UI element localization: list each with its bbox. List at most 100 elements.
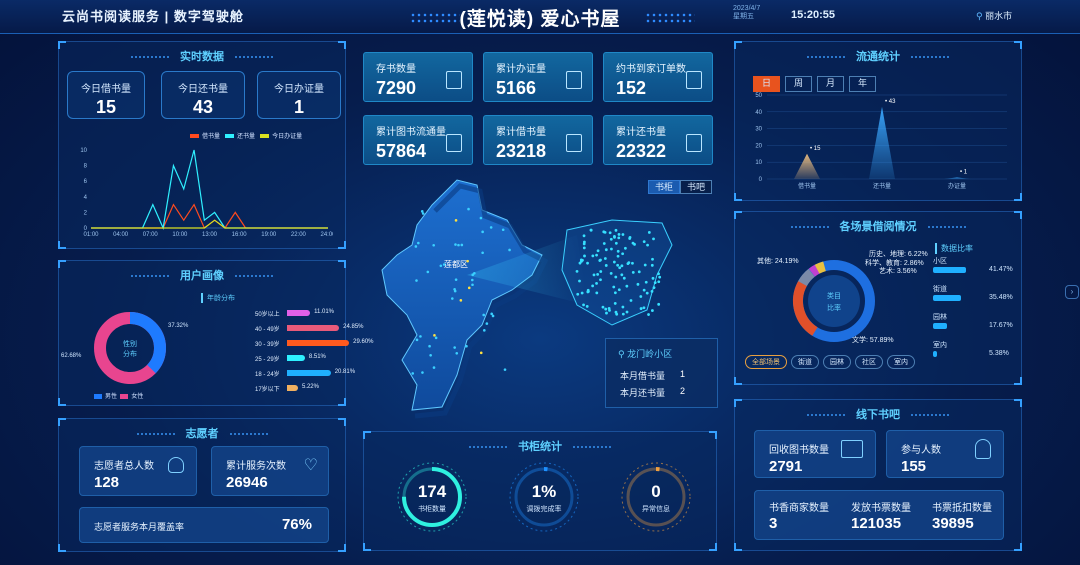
x-tick: 16:00 [232, 232, 248, 238]
portrait-title: 用户画像 [59, 267, 345, 283]
x-tick: 10:00 [172, 232, 188, 238]
x-tick: 01:00 [83, 232, 99, 238]
filter-2[interactable]: 园林 [823, 355, 851, 369]
open-book-icon [446, 134, 462, 152]
legend-male: 男性 [94, 393, 117, 400]
map-point [583, 254, 586, 258]
map-point [602, 242, 606, 245]
card-icon [566, 71, 582, 89]
map-point [508, 248, 511, 252]
map-point [639, 295, 643, 298]
tab-bookcase[interactable]: 书柜 [648, 180, 680, 194]
map-point [604, 264, 608, 267]
x-tick: 24:00 [320, 232, 333, 238]
x-tick: 04:00 [113, 232, 129, 238]
side-toggle-button[interactable]: › [1065, 285, 1079, 299]
age-row: 17岁以下 5.22% [255, 384, 319, 393]
map-point [579, 258, 583, 262]
map-point [459, 299, 463, 302]
clipboard-icon [686, 71, 702, 89]
heart-hands-icon: ♡ [303, 457, 318, 474]
map-point [633, 242, 636, 246]
filter-3[interactable]: 社区 [855, 355, 883, 369]
map-point [657, 280, 661, 284]
map-point [621, 233, 625, 236]
filter-4[interactable]: 室内 [887, 355, 915, 369]
y-tick: 0 [759, 177, 763, 183]
bar-label: • 1 [960, 169, 968, 175]
map-point [471, 283, 474, 287]
map-point [429, 354, 432, 357]
map-point [479, 351, 483, 355]
y-tick: 20 [755, 143, 762, 149]
map-point [645, 291, 649, 295]
map-point [580, 291, 584, 295]
map-point [578, 261, 582, 265]
legend-female: 女性 [120, 393, 143, 400]
age-row: 25 - 29岁 8.51% [255, 354, 326, 363]
map-point [595, 291, 599, 295]
map-point [583, 240, 586, 244]
map-point [614, 241, 618, 245]
map-point [650, 309, 654, 312]
map-point [609, 237, 613, 241]
bar-0 [794, 153, 820, 179]
filter-0[interactable]: 全部场景 [745, 355, 787, 369]
flow-tab-0[interactable]: 日 [753, 76, 780, 92]
district-map[interactable]: 莲都区 [372, 175, 732, 425]
age-row: 50岁以上 11.01% [255, 309, 335, 318]
male-pct: 37.32% [168, 323, 189, 329]
age-title: 年龄分布 [201, 293, 235, 303]
map-point [609, 271, 613, 275]
y-tick: 8 [84, 164, 88, 170]
map-point [647, 313, 650, 316]
legend-card: 今日办证量 [260, 134, 302, 140]
flow-tab-1[interactable]: 周 [785, 76, 812, 92]
reading-panel: 各场景借阅情况 类目 比率 其他: 24.19% 历史、地理: 6.22% 科学… [734, 211, 1022, 385]
label-literature: 文学: 57.89% [852, 337, 894, 344]
map-point [582, 234, 586, 238]
map-point [428, 344, 431, 348]
map-point [467, 207, 470, 211]
flow-tab-2[interactable]: 月 [817, 76, 844, 92]
map-point [610, 247, 613, 251]
label-other: 其他: 24.19% [757, 258, 799, 265]
map-point [490, 312, 493, 316]
flow-panel: 流通统计 日周月年 50 40 30 20 10 0 • 15 借书量 • 43 还书量 • 1 办证… [734, 41, 1022, 201]
y-tick: 40 [755, 110, 762, 116]
tab-bookbar[interactable]: 书吧 [680, 180, 712, 194]
map-point [596, 249, 600, 253]
map-point [595, 281, 598, 285]
svg-text:类目: 类目 [827, 291, 841, 300]
map-point [419, 335, 422, 338]
map-point [582, 303, 585, 307]
service-times-card: 累计服务次数 26946 ♡ [211, 446, 329, 496]
map-point [621, 305, 625, 309]
female-pct: 62.68% [61, 353, 82, 359]
city-selector[interactable]: ⚲ 丽水市 [976, 11, 1013, 21]
map-point [503, 368, 507, 371]
map-point [616, 254, 620, 258]
y-tick: 6 [84, 179, 88, 185]
map-point [636, 282, 640, 286]
map-point [622, 276, 626, 280]
map-point [650, 289, 654, 293]
map-point [652, 237, 655, 241]
user-portrait-panel: 用户画像 性别 分布 37.32% 62.68% 男性 女性 年龄分布 50岁以… [58, 260, 374, 406]
map-point [652, 286, 656, 290]
gauge-2: 0 异常信息 [618, 459, 694, 535]
age-row: 30 - 39岁 29.60% [255, 339, 374, 348]
y-tick: 2 [84, 210, 88, 216]
map-point [603, 230, 607, 234]
flow-tab-3[interactable]: 年 [849, 76, 876, 92]
map-point [614, 275, 618, 279]
volunteer-hand-icon [168, 457, 184, 473]
series-line-1 [91, 149, 328, 231]
map-point [631, 271, 635, 274]
map-point [501, 228, 505, 232]
top-bar: 云尚书阅读服务 | 数字驾驶舱 (莲悦读) 爱心书屋 2023/4/7 星期五 1… [0, 0, 1080, 34]
x-tick: 还书量 [873, 182, 891, 190]
map-point [491, 314, 495, 318]
map-point [591, 284, 595, 288]
filter-1[interactable]: 街道 [791, 355, 819, 369]
